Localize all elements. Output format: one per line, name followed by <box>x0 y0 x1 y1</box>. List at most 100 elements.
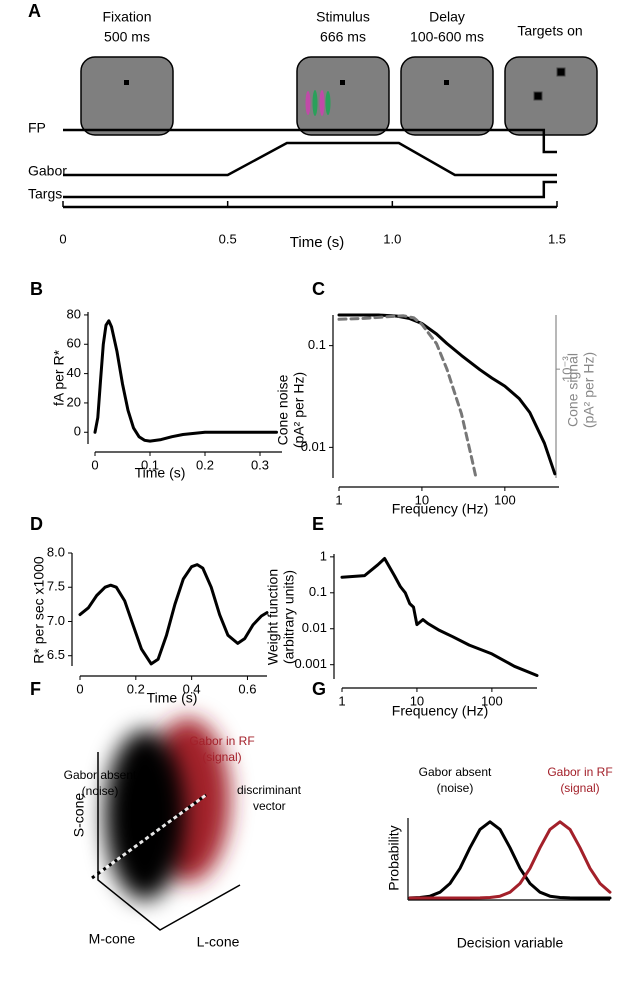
x-tick-label: 0.4 <box>183 681 201 696</box>
screen <box>504 56 598 136</box>
target <box>556 67 566 77</box>
y-tick-label: 0.1 <box>309 584 327 599</box>
y-tick-label: 1 <box>320 548 327 563</box>
x-axis-label: Frequency (Hz) <box>392 501 488 517</box>
x-tick-label: 0.6 <box>238 681 256 696</box>
y-tick-label: 80 <box>67 306 81 321</box>
x-tick-label: 0.2 <box>196 457 214 472</box>
series-label: FP <box>28 120 46 136</box>
x-tick-label: 0.2 <box>127 681 145 696</box>
y-tick-label: 7.5 <box>47 579 65 594</box>
legend-label: Gabor in RF <box>547 765 612 779</box>
legend-label: (noise) <box>437 781 474 795</box>
target <box>533 91 543 101</box>
x-tick-label: 0.5 <box>219 231 237 246</box>
event-duration: 100-600 ms <box>410 29 484 45</box>
axis-label: S-cone <box>71 793 87 838</box>
data-line <box>337 313 557 476</box>
annotation: Gabor absent <box>64 768 137 782</box>
trace <box>63 128 557 154</box>
screen <box>296 56 390 136</box>
x-tick-label: 1.0 <box>383 231 401 246</box>
data-line <box>408 820 612 900</box>
trace <box>63 180 557 199</box>
y2-tick-label: 10⁻³ <box>559 356 574 382</box>
x-axis-label: Time (s) <box>135 465 186 481</box>
discriminant-vector <box>91 793 207 880</box>
event-duration: 666 ms <box>320 29 366 45</box>
x-tick-label: 1.5 <box>548 231 566 246</box>
y-tick-label: 0.001 <box>294 656 327 671</box>
y-axis-label: (arbitrary units) <box>281 570 297 664</box>
axis-label: L-cone <box>197 934 240 950</box>
fixation-point <box>340 80 345 85</box>
x-tick-label: 100 <box>494 492 516 507</box>
x-tick-label: 1 <box>338 693 345 708</box>
data-line <box>337 314 478 480</box>
y-tick-label: 20 <box>67 394 81 409</box>
y-tick-label: 60 <box>67 336 81 351</box>
y-axis-label: Cone noise <box>275 374 291 445</box>
x-axis-label: Time (s) <box>147 690 198 706</box>
cone-axes <box>97 752 241 931</box>
y-axis-label: Weight function <box>265 569 281 665</box>
event-label: Delay <box>429 9 465 25</box>
y-tick-label: 8.0 <box>47 544 65 559</box>
x-axis-label: Time (s) <box>290 234 344 251</box>
screen <box>80 56 174 136</box>
y-tick-label: 0.01 <box>301 439 326 454</box>
annotation: Gabor in RF <box>189 734 254 748</box>
data-line <box>78 563 269 666</box>
fixation-point <box>444 80 449 85</box>
annotation: discriminant <box>237 783 302 797</box>
trace <box>63 141 557 177</box>
panel-letter: A <box>28 1 41 21</box>
task-screens <box>80 56 598 136</box>
y-tick-label: 0 <box>74 424 81 439</box>
y-axis-label: fA per R* <box>51 349 67 406</box>
noise-cloud <box>105 730 185 900</box>
x-tick-label: 0.3 <box>251 457 269 472</box>
event-label: Fixation <box>102 9 151 25</box>
panel-letter: D <box>30 514 43 534</box>
data-line <box>408 820 612 900</box>
panel-letter: C <box>312 279 325 299</box>
discriminant-vector <box>91 793 207 880</box>
x-axis-label: Decision variable <box>457 935 564 951</box>
y-axis-label: Probability <box>386 825 402 890</box>
cone-space-diagram: F Gabor absent (noise) Gabor in RF (sign… <box>30 679 302 950</box>
axis-label: M-cone <box>89 931 136 947</box>
y-axis-label: R* per sec x1000 <box>31 556 47 664</box>
legend-label: Gabor absent <box>419 765 492 779</box>
event-label: Stimulus <box>316 9 370 25</box>
x-tick-label: 10 <box>410 693 424 708</box>
y2-axis-label: (pA² per Hz) <box>581 352 597 428</box>
x-tick-label: 0 <box>59 231 66 246</box>
y2-axis-label: Cone signal <box>565 353 581 427</box>
legend-label: (signal) <box>560 781 599 795</box>
y-tick-label: 40 <box>67 365 81 380</box>
fixation-point <box>124 80 129 85</box>
series-label: Targs <box>28 186 62 202</box>
x-tick-label: 10 <box>415 492 429 507</box>
y-tick-label: 0.01 <box>302 620 327 635</box>
data-line <box>93 319 278 443</box>
event-label: Targets on <box>517 23 582 39</box>
y-axis-label: (pA² per Hz) <box>291 372 307 448</box>
series-label: Gabor <box>28 163 67 179</box>
x-tick-label: 100 <box>481 693 503 708</box>
screen <box>400 56 494 136</box>
panel-letter: G <box>312 679 326 699</box>
annotation: vector <box>253 799 286 813</box>
panel-letter: E <box>312 514 324 534</box>
x-axis-label: Frequency (Hz) <box>392 703 488 719</box>
x-tick-label: 1 <box>335 492 342 507</box>
x-tick-label: 0 <box>91 457 98 472</box>
y-tick-label: 6.5 <box>47 647 65 662</box>
y-tick-label: 0.1 <box>308 337 326 352</box>
data-line <box>340 557 539 677</box>
x-tick-label: 0 <box>76 681 83 696</box>
gabor-stimulus <box>305 90 331 116</box>
